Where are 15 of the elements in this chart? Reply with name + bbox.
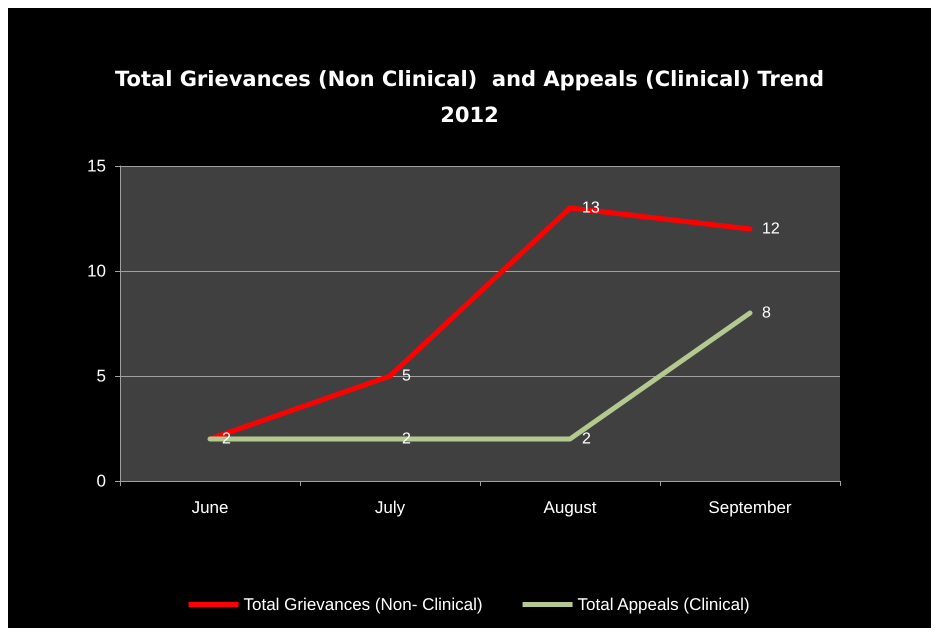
data-label: 2: [582, 430, 591, 448]
legend-label: Total Grievances (Non- Clinical): [244, 595, 483, 614]
x-tick-label: August: [544, 498, 597, 517]
data-label: 5: [402, 368, 411, 384]
data-label: 12: [762, 220, 780, 238]
y-tick-label: 10: [87, 262, 106, 280]
y-tick-label: 0: [96, 472, 106, 490]
x-tick-label: July: [374, 498, 406, 517]
data-label: 8: [762, 304, 771, 322]
legend-label: Total Appeals (Clinical): [578, 595, 750, 614]
x-tick-label: September: [708, 498, 792, 517]
x-tick-label: June: [192, 498, 228, 517]
chart-title: Total Grievances (Non Clinical) and Appeals (Clinical) Trend 2012: [115, 67, 824, 127]
y-tick-label: 5: [96, 366, 106, 386]
y-tick-label: 15: [87, 156, 106, 176]
